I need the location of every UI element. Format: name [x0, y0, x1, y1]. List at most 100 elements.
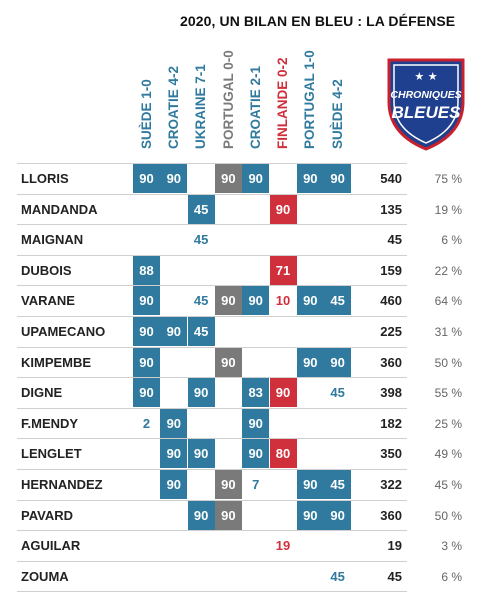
- minutes-percentage: 6 %: [441, 233, 462, 248]
- player-name: DIGNE: [21, 385, 63, 401]
- minutes-cell-starter: 90: [296, 470, 324, 499]
- row-divider: [17, 163, 407, 164]
- total-minutes: 159: [380, 262, 402, 278]
- minutes-percentage: 64 %: [434, 294, 462, 309]
- minutes-cell-starter: 90: [296, 164, 324, 193]
- chart-title: 2020, UN BILAN EN BLEU : LA DÉFENSE: [180, 13, 456, 29]
- minutes-percentage: 49 %: [434, 447, 462, 462]
- player-name: LLORIS: [21, 171, 69, 186]
- minutes-cell-starter: 90: [214, 164, 242, 193]
- minutes-cell-sub: 45: [330, 385, 345, 401]
- minutes-cell-sub: 2: [142, 415, 151, 431]
- total-minutes: 45: [387, 568, 402, 584]
- shield-inner-border: [393, 64, 459, 144]
- player-name: LENGLET: [21, 446, 82, 462]
- total-minutes: 360: [380, 354, 402, 370]
- minutes-cell-starter: 90: [242, 439, 270, 469]
- minutes-percentage: 31 %: [434, 325, 462, 339]
- total-minutes: 182: [380, 415, 402, 431]
- row-divider: [17, 438, 407, 440]
- row-divider: [17, 591, 407, 593]
- minutes-percentage: 6 %: [441, 569, 462, 584]
- row-divider: [17, 285, 407, 287]
- minutes-cell-starter: 90: [296, 347, 324, 377]
- row-divider: [17, 499, 407, 501]
- minutes-cell-starter: 90: [296, 500, 324, 530]
- minutes-cell-starter: 45: [187, 317, 215, 346]
- player-name: VARANE: [21, 293, 75, 309]
- minutes-cell-starter: 90: [214, 500, 242, 530]
- logo-line1: CHRONIQUES: [390, 89, 461, 101]
- minutes-percentage: 50 %: [434, 355, 462, 370]
- minutes-percentage: 75 %: [434, 172, 462, 186]
- minutes-cell-starter: 90: [187, 500, 215, 530]
- minutes-cell-starter: 90: [133, 164, 160, 193]
- match-header: PORTUGAL 1-0: [302, 50, 318, 149]
- minutes-percentage: 25 %: [434, 416, 462, 431]
- minutes-cell-sub: 19: [275, 538, 291, 554]
- minutes-cell-starter: 90: [160, 439, 188, 469]
- minutes-cell-sub: 7: [252, 477, 260, 492]
- minutes-cell-starter: 90: [160, 470, 188, 499]
- shield-shape: [387, 58, 465, 151]
- chroniques-bleues-logo: ★ ★ CHRONIQUES BLEUES: [387, 58, 465, 151]
- minutes-cell-starter: 90: [269, 194, 297, 224]
- minutes-cell-starter: 83: [242, 378, 270, 408]
- total-minutes: 225: [380, 324, 402, 339]
- minutes-percentage: 50 %: [434, 508, 462, 523]
- match-header: SUÈDE 1-0: [138, 79, 154, 149]
- minutes-cell-starter: 90: [187, 378, 215, 408]
- logo-stars: ★ ★: [414, 70, 437, 83]
- row-divider: [17, 193, 407, 195]
- player-name: AGUILAR: [21, 538, 81, 554]
- minutes-cell-starter: 90: [160, 164, 188, 193]
- row-divider: [17, 377, 407, 379]
- minutes-cell-starter: 45: [324, 470, 352, 499]
- row-divider: [17, 469, 407, 470]
- logo-line2: BLEUES: [392, 103, 462, 122]
- row-divider: [17, 346, 407, 348]
- minutes-cell-starter: 90: [133, 378, 160, 408]
- minutes-cell-starter: 88: [133, 255, 160, 285]
- total-minutes: 135: [380, 201, 402, 217]
- minutes-cell-starter: 80: [269, 439, 297, 469]
- total-minutes: 460: [380, 293, 402, 309]
- row-divider: [17, 224, 407, 226]
- match-header: CROATIE 4-2: [165, 65, 181, 149]
- minutes-cell-starter: 90: [187, 439, 215, 469]
- player-name: KIMPEMBE: [21, 354, 92, 370]
- minutes-cell-sub: 45: [193, 232, 209, 248]
- minutes-cell-starter: 90: [214, 347, 242, 377]
- minutes-cell-starter: 90: [160, 317, 188, 346]
- minutes-percentage: 45 %: [434, 478, 462, 492]
- minutes-cell-sub: 10: [275, 293, 291, 309]
- row-divider: [17, 530, 407, 532]
- minutes-cell-starter: 90: [160, 408, 188, 438]
- minutes-cell-starter: 90: [324, 500, 352, 530]
- minutes-cell-starter: 90: [324, 347, 352, 377]
- match-header: CROATIE 2-1: [247, 65, 263, 149]
- minutes-cell-starter: 90: [242, 408, 270, 438]
- match-header: FINLANDE 0-2: [275, 57, 291, 149]
- total-minutes: 350: [380, 446, 402, 462]
- player-name: UPAMECANO: [21, 324, 106, 339]
- minutes-cell-starter: 90: [242, 286, 270, 316]
- minutes-cell-sub: 45: [193, 293, 209, 309]
- minutes-percentage: 55 %: [434, 386, 462, 401]
- minutes-cell-starter: 90: [214, 470, 242, 499]
- total-minutes: 360: [380, 507, 402, 523]
- minutes-cell-starter: 90: [269, 378, 297, 408]
- minutes-cell-starter: 45: [187, 194, 215, 224]
- player-name: DUBOIS: [21, 262, 72, 278]
- row-divider: [17, 254, 407, 256]
- minutes-cell-starter: 45: [324, 286, 352, 316]
- total-minutes: 322: [380, 477, 402, 492]
- minutes-cell-starter: 90: [324, 164, 352, 193]
- minutes-cell-starter: 90: [133, 286, 160, 316]
- total-minutes: 19: [387, 538, 402, 554]
- player-name: ZOUMA: [21, 568, 69, 584]
- match-header: UKRAINE 7-1: [193, 64, 209, 149]
- total-minutes: 398: [380, 385, 402, 401]
- minutes-cell-starter: 71: [269, 255, 297, 285]
